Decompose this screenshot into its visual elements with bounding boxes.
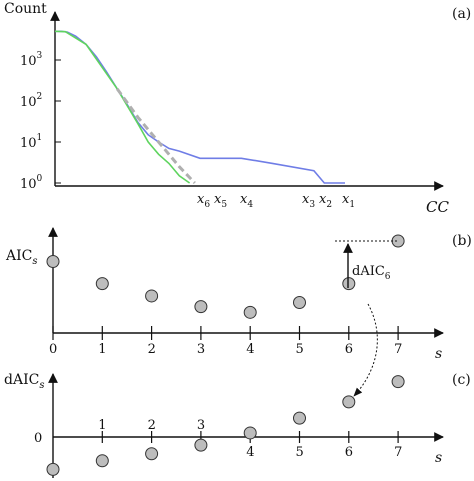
panel-a-xlabel: CC [426, 198, 449, 216]
panel-c-point-1 [95, 454, 109, 468]
panel-a-ytick-label-1: 102 [20, 92, 42, 110]
panel-b-xtick-label-1: 1 [98, 342, 106, 357]
panel-a-label: (a) [452, 6, 471, 22]
panel-b-point-3 [194, 300, 208, 314]
panel-c-xtick-label-above-0: 1 [98, 418, 106, 433]
panel-c: (c) dAICs 0 1 2 3 4 5 6 7 s [4, 372, 471, 478]
panel-b-point-0 [46, 255, 60, 268]
panel-b-point-1 [95, 277, 109, 291]
panel-a-xmarker-5: x1 [342, 192, 355, 210]
panel-a-ylabel: Count [4, 1, 47, 17]
panel-c-point-5 [293, 411, 306, 425]
panel-a-xmarker-2: x4 [240, 192, 253, 210]
panel-c-point-3 [194, 438, 208, 452]
panel-a-xmarker-1: x5 [214, 192, 227, 210]
panel-a-ytick-label-3: 100 [20, 174, 43, 192]
panel-b-ylabel: AICs [5, 248, 38, 267]
panel-b-xtick-label-2: 2 [148, 342, 156, 357]
panel-c-zero-label: 0 [34, 431, 42, 446]
panel-a-ytick-label-0: 103 [20, 51, 43, 69]
panel-c-point-6 [342, 395, 356, 409]
panel-b-xtick-label-3: 3 [197, 342, 205, 357]
panel-a-xmarker-3: x3 [302, 192, 315, 210]
panel-a-xmarker-0: x6 [197, 192, 210, 210]
panel-c-label: (c) [452, 372, 471, 388]
daic6-label: dAIC6 [352, 264, 391, 282]
panel-c-point-4 [243, 426, 257, 440]
transfer-arrow [353, 303, 378, 397]
panel-b-point-2 [145, 289, 159, 303]
panel-c-ylabel: dAICs [4, 372, 44, 391]
panel-a: (a) Count 103 102 101 100 x6 x5 x4 x3 x2 x1 CC [4, 1, 471, 216]
panel-a-series-2 [115, 87, 196, 185]
panel-b-point-6 [342, 277, 356, 291]
panel-b: (b) AICs 0 1 2 3 4 5 6 7 dAIC6 s [5, 227, 472, 362]
panel-b-xtick-label-4: 4 [246, 342, 254, 357]
panel-b-xtick-label-7: 7 [394, 342, 402, 357]
panel-a-ytick-label-2: 101 [20, 133, 42, 151]
panel-c-xtick-label-above-2: 3 [197, 418, 205, 433]
panel-b-point-4 [243, 305, 257, 319]
panel-c-xtick-label-above-1: 2 [148, 418, 156, 433]
panel-c-xlabel: s [435, 450, 442, 466]
panel-c-point-7 [391, 375, 405, 389]
panel-c-xtick-label-below-0: 4 [246, 445, 254, 460]
panel-b-xtick-label-5: 5 [296, 342, 304, 357]
panel-b-xlabel: s [435, 346, 442, 362]
panel-c-xtick-label-below-1: 5 [296, 445, 304, 460]
panel-b-point-5 [293, 296, 306, 309]
panel-a-series-0 [55, 30, 345, 184]
panel-b-xtick-label-6: 6 [345, 342, 353, 357]
panel-c-xtick-label-below-3: 7 [394, 445, 402, 460]
panel-a-series-1 [54, 30, 191, 184]
panel-a-xmarker-4: x2 [319, 192, 332, 210]
panel-c-point-0 [46, 462, 60, 476]
panel-c-xtick-label-below-2: 6 [345, 445, 353, 460]
panel-b-label: (b) [452, 233, 472, 249]
panel-b-xtick-label-0: 0 [49, 342, 57, 357]
panel-c-point-2 [145, 447, 159, 461]
panel-b-point-7 [391, 234, 405, 248]
